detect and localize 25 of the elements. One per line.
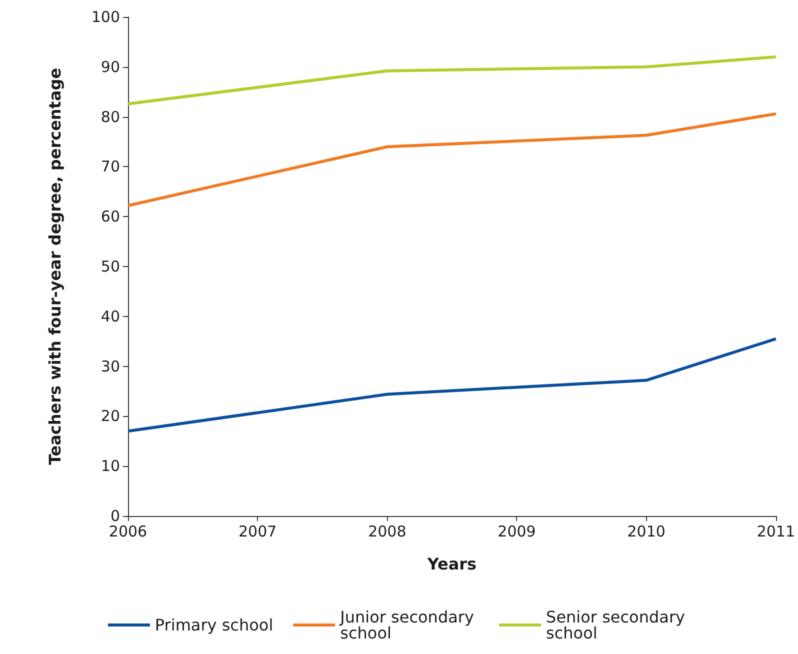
line-series: [126, 112, 778, 208]
x-tick-label: 2007: [238, 522, 277, 540]
y-tick-label: 30: [100, 357, 120, 376]
x-tick-label: 2008: [368, 522, 406, 540]
y-tick-label: 20: [100, 407, 120, 426]
y-tick-label: 90: [100, 58, 120, 76]
line-series: [126, 55, 778, 106]
x-axis-title: Years: [426, 554, 477, 574]
line-series: [126, 337, 778, 433]
y-tick-label: 80: [100, 108, 120, 126]
y-tick-label: 70: [100, 158, 120, 176]
y-tick-label: 100: [91, 8, 120, 26]
y-tick-label: 50: [100, 258, 120, 276]
y-tick-label: 60: [100, 208, 120, 226]
legend-label: Senior secondary school: [546, 608, 690, 642]
x-tick-label: 2011: [756, 522, 796, 540]
legend-label: Junior secondary school: [339, 608, 480, 642]
legend-label: Primary school: [154, 616, 274, 634]
y-tick-label: 10: [100, 457, 120, 476]
x-tick-label: 2010: [627, 522, 666, 540]
y-axis-title: Teachers with four-year degree, percentage: [46, 68, 64, 466]
x-tick-label: 2006: [108, 522, 148, 540]
x-tick-label: 2009: [498, 522, 536, 540]
y-tick-label: 0: [110, 507, 120, 525]
y-tick-label: 40: [100, 307, 120, 326]
